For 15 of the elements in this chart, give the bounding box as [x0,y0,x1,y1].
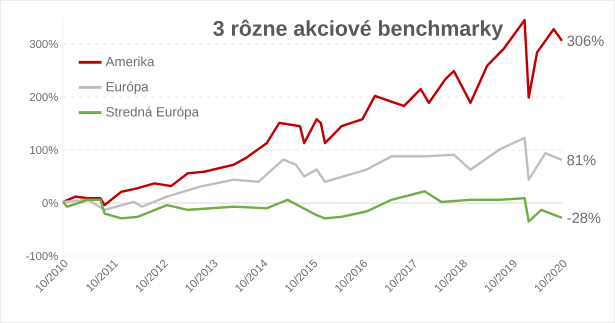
y-tick-label: 300% [30,40,58,48]
legend-label: Stredná Európa [106,106,199,120]
line-series [62,136,564,212]
chart-title: 3 rôzne akciové benchmarky [213,20,504,40]
y-tick-label: 100% [30,146,58,154]
y-tick-label: 200% [30,92,58,101]
data-label: 81% [567,154,596,166]
data-label: 306% [567,36,604,46]
data-label: -28% [567,212,600,224]
y-tick-label: 0% [42,198,58,207]
legend-label: Európa [106,81,149,94]
y-tick-label: -100% [26,252,58,260]
line-series [62,190,564,223]
line-series [62,18,564,206]
legend-label: Amerika [106,56,155,66]
